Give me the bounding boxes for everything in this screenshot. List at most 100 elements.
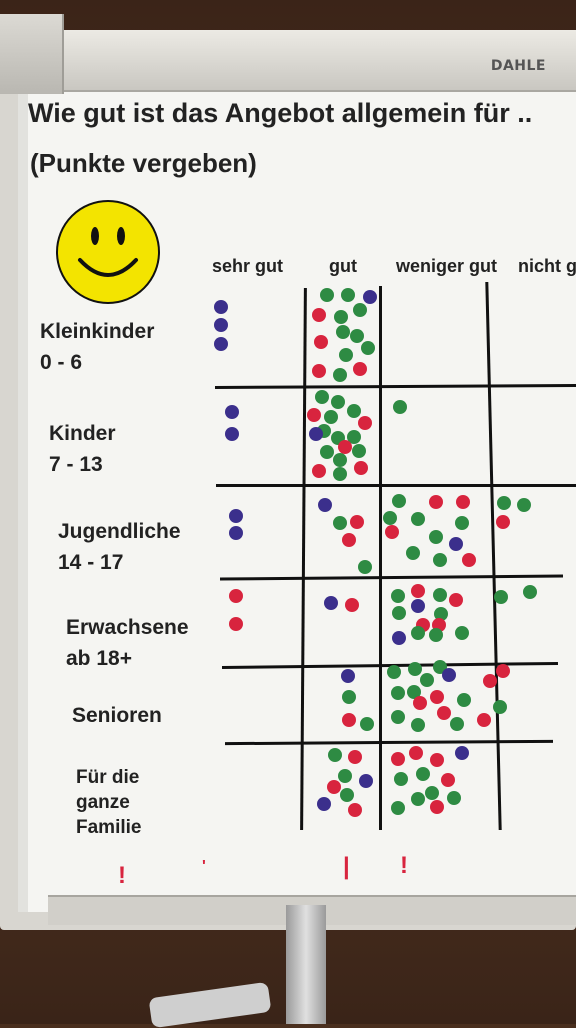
green-dot (360, 717, 374, 731)
green-dot (494, 590, 508, 604)
green-dot (391, 801, 405, 815)
red-dot (229, 589, 243, 603)
green-dot (493, 700, 507, 714)
green-dot (447, 791, 461, 805)
red-dot (437, 706, 451, 720)
green-dot (392, 494, 406, 508)
green-dot (339, 348, 353, 362)
green-dot (333, 453, 347, 467)
blue-dot (411, 599, 425, 613)
row-label-erwachsene: Erwachsene ab 18+ (66, 616, 189, 670)
green-dot (455, 626, 469, 640)
red-dot (483, 674, 497, 688)
blue-dot (229, 509, 243, 523)
blue-dot (214, 300, 228, 314)
green-dot (406, 546, 420, 560)
green-dot (333, 516, 347, 530)
green-dot (433, 553, 447, 567)
red-dot (342, 533, 356, 547)
green-dot (347, 404, 361, 418)
smiley-icon (56, 200, 160, 304)
column-header-weniger-gut: weniger gut (396, 256, 498, 276)
green-dot (391, 710, 405, 724)
green-dot (420, 673, 434, 687)
blue-dot (359, 774, 373, 788)
green-dot (523, 585, 537, 599)
blue-dot (449, 537, 463, 551)
green-dot (353, 303, 367, 317)
green-dot (338, 769, 352, 783)
green-dot (334, 310, 348, 324)
green-dot (450, 717, 464, 731)
red-dot (350, 515, 364, 529)
column-header-sehr-gut: sehr gut (212, 256, 284, 276)
red-dot (430, 753, 444, 767)
green-dot (391, 589, 405, 603)
row-label-kinder: Kinder 7 - 13 (49, 422, 116, 476)
green-dot (331, 395, 345, 409)
row-label-kleinkinder: Kleinkinder 0 - 6 (40, 320, 155, 374)
clip-bar (60, 30, 576, 92)
green-dot (411, 792, 425, 806)
red-dot (342, 713, 356, 727)
chart-subtitle: (Punkte vergeben) (30, 148, 257, 178)
green-dot (455, 516, 469, 530)
green-dot (336, 325, 350, 339)
blue-dot (324, 596, 338, 610)
green-dot (393, 400, 407, 414)
column-header-gut: gut (329, 256, 357, 276)
red-mark: ' (202, 858, 206, 875)
red-dot (312, 464, 326, 478)
red-mark: ! (400, 852, 408, 879)
red-dot (348, 803, 362, 817)
green-dot (333, 467, 347, 481)
green-dot (358, 560, 372, 574)
red-dot (409, 746, 423, 760)
blue-dot (229, 526, 243, 540)
blue-dot (214, 318, 228, 332)
chart-title: Wie gut ist das Angebot allgemein für .. (28, 98, 533, 128)
green-dot (429, 628, 443, 642)
green-dot (383, 511, 397, 525)
paper-edge (18, 92, 28, 912)
green-dot (391, 686, 405, 700)
red-dot (348, 750, 362, 764)
blue-dot (318, 498, 332, 512)
blue-dot (225, 405, 239, 419)
red-dot (430, 800, 444, 814)
green-dot (328, 748, 342, 762)
green-dot (497, 496, 511, 510)
green-dot (347, 430, 361, 444)
red-mark: ! (118, 862, 126, 889)
red-dot (430, 690, 444, 704)
easel-stand (286, 905, 326, 1024)
green-dot (320, 445, 334, 459)
red-dot (385, 525, 399, 539)
green-dot (411, 626, 425, 640)
blue-dot (214, 337, 228, 351)
green-dot (457, 693, 471, 707)
blue-dot (341, 669, 355, 683)
red-dot (449, 593, 463, 607)
red-mark: | (343, 853, 350, 880)
red-dot (314, 335, 328, 349)
red-dot (345, 598, 359, 612)
red-dot (391, 752, 405, 766)
red-dot (358, 416, 372, 430)
blue-dot (309, 427, 323, 441)
green-dot (320, 288, 334, 302)
grid-vertical-2 (379, 286, 382, 830)
grid-horizontal-2 (216, 484, 576, 487)
green-dot (425, 786, 439, 800)
green-dot (342, 690, 356, 704)
red-dot (327, 780, 341, 794)
red-dot (307, 408, 321, 422)
red-dot (338, 440, 352, 454)
red-dot (354, 461, 368, 475)
green-dot (517, 498, 531, 512)
green-dot (408, 662, 422, 676)
green-dot (324, 410, 338, 424)
green-dot (434, 607, 448, 621)
red-dot (429, 495, 443, 509)
blue-dot (442, 668, 456, 682)
